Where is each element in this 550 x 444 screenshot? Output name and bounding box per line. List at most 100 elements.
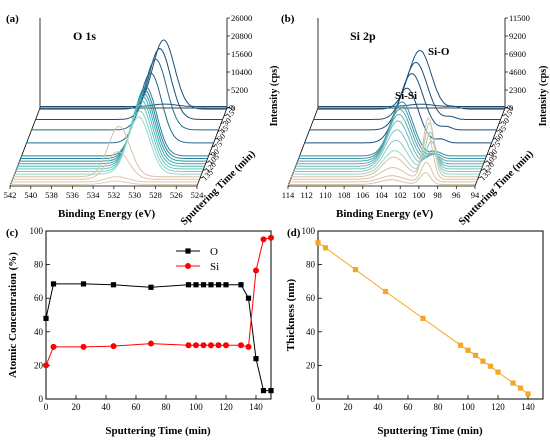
data-point xyxy=(253,267,259,274)
legend-label-Si: Si xyxy=(210,261,219,273)
y-tick-mark xyxy=(211,145,216,148)
spectrum-140 xyxy=(290,131,477,180)
panel-b-z-label: Intensity (cps) xyxy=(538,66,549,127)
panel-a-z-ticks: 26000 20800 15600 10400 5200 0 xyxy=(227,13,252,113)
x-tick-label: 100 xyxy=(189,402,203,412)
spectrum-125 xyxy=(15,110,202,172)
data-point xyxy=(208,342,214,349)
x-tick-label: 104 xyxy=(375,190,389,200)
y-tick-mark xyxy=(480,169,485,171)
x-tick-label: 536 xyxy=(66,190,79,200)
panel-a-x-label: Binding Energy (eV) xyxy=(58,208,156,220)
x-tick-label: 20 xyxy=(72,402,82,412)
data-point xyxy=(510,380,516,386)
y-tick-mark xyxy=(477,176,482,179)
y-tick-mark xyxy=(226,106,231,109)
y-tick-mark xyxy=(495,130,500,132)
data-point xyxy=(80,281,87,287)
z-tick-label: 0 xyxy=(509,103,513,113)
legend-marker-O xyxy=(185,248,191,254)
data-point xyxy=(43,362,49,369)
panel-a-x-ticks: 542 540 538 536 534 532 530 528 526 524 xyxy=(4,186,204,200)
data-point xyxy=(215,282,222,288)
spectrum-70 xyxy=(26,72,213,144)
panel-b-z-ticks: 11500 9200 6900 4600 2300 0 xyxy=(505,13,530,113)
x-tick-label: 532 xyxy=(108,190,121,200)
data-point xyxy=(185,282,192,288)
data-point xyxy=(382,288,389,295)
spectrum-135 xyxy=(13,125,200,178)
y-tick-mark xyxy=(486,153,491,156)
x-tick-label: 542 xyxy=(4,190,17,200)
spectrum-120 xyxy=(294,129,481,170)
data-point xyxy=(245,295,252,301)
data-point xyxy=(215,342,222,349)
data-point xyxy=(193,342,199,349)
y-tick-mark xyxy=(492,137,497,140)
data-point xyxy=(525,391,531,397)
series-line-Si xyxy=(45,237,272,366)
spectrum-105 xyxy=(19,92,206,162)
panel-a-z-label: Intensity (cps) xyxy=(269,66,280,127)
panel-c-series xyxy=(43,234,274,394)
spectrum-105 xyxy=(297,108,484,162)
y-tick-label: 40 xyxy=(34,327,44,337)
spectrum-130 xyxy=(14,116,201,175)
spectrum-95 xyxy=(21,86,208,157)
data-point xyxy=(260,388,267,394)
panel-c-legend: O Si xyxy=(176,246,219,273)
z-tick-label: 9200 xyxy=(509,31,526,41)
data-point xyxy=(238,342,244,349)
panel-a-axes xyxy=(9,18,228,187)
data-point xyxy=(148,340,154,347)
panel-a-title: O 1s xyxy=(73,29,96,43)
x-tick-label: 534 xyxy=(87,190,101,200)
z-tick-label: 0 xyxy=(231,103,235,113)
panel-d-ticks: 0 20 40 60 80 100 120 140 0 20 40 60 80 100 xyxy=(302,226,536,412)
x-tick-label: 140 xyxy=(249,402,263,412)
panel-d-y-label: Thickness (nm) xyxy=(285,278,297,351)
x-tick-label: 114 xyxy=(282,190,295,200)
x-tick-label: 100 xyxy=(461,402,475,412)
panel-a: (a) O 1s 542 540 538 536 534 532 530 528 526 524 … xyxy=(4,13,280,228)
z-tick-label: 4600 xyxy=(509,67,526,77)
data-point xyxy=(110,343,117,350)
data-point xyxy=(110,282,117,288)
x-tick-label: 140 xyxy=(521,402,535,412)
x-tick-label: 120 xyxy=(219,402,233,412)
data-point xyxy=(148,284,154,290)
panel-d-letter: (d) xyxy=(287,227,301,239)
x-tick-label: 102 xyxy=(394,190,407,200)
data-point xyxy=(245,343,252,350)
data-point xyxy=(223,342,229,349)
z-tick-label: 26000 xyxy=(231,13,252,23)
z-tick-label: 2300 xyxy=(509,85,526,95)
x-tick-label: 112 xyxy=(300,190,312,200)
data-point xyxy=(208,282,214,288)
data-point xyxy=(495,369,501,375)
data-point xyxy=(472,352,479,358)
z-tick-label: 5200 xyxy=(231,85,248,95)
y-tick-mark xyxy=(208,153,213,156)
panel-c-x-label: Sputtering Time (min) xyxy=(105,425,211,437)
data-point xyxy=(322,245,329,251)
y-tick-mark xyxy=(205,161,210,163)
x-tick-label: 96 xyxy=(452,190,461,200)
y-tick-mark xyxy=(202,169,207,171)
spectrum-140 xyxy=(12,151,199,180)
y-tick-label: 0 xyxy=(39,394,44,404)
spectrum-135 xyxy=(291,116,478,178)
depth-left-edge xyxy=(9,107,41,187)
panel-a-letter: (a) xyxy=(6,13,19,25)
panel-c: (c) 0 20 40 60 80 100 120 140 0 20 40 60 80 100 O Si S… xyxy=(6,226,274,437)
data-point xyxy=(352,267,359,273)
panel-b-curves xyxy=(288,49,505,185)
data-point xyxy=(315,240,321,246)
spectrum-110 xyxy=(18,95,205,165)
x-tick-label: 94 xyxy=(471,190,480,200)
data-point xyxy=(253,356,259,362)
data-point xyxy=(50,343,57,350)
data-point xyxy=(200,342,207,349)
y-tick-label: 40 xyxy=(306,327,316,337)
